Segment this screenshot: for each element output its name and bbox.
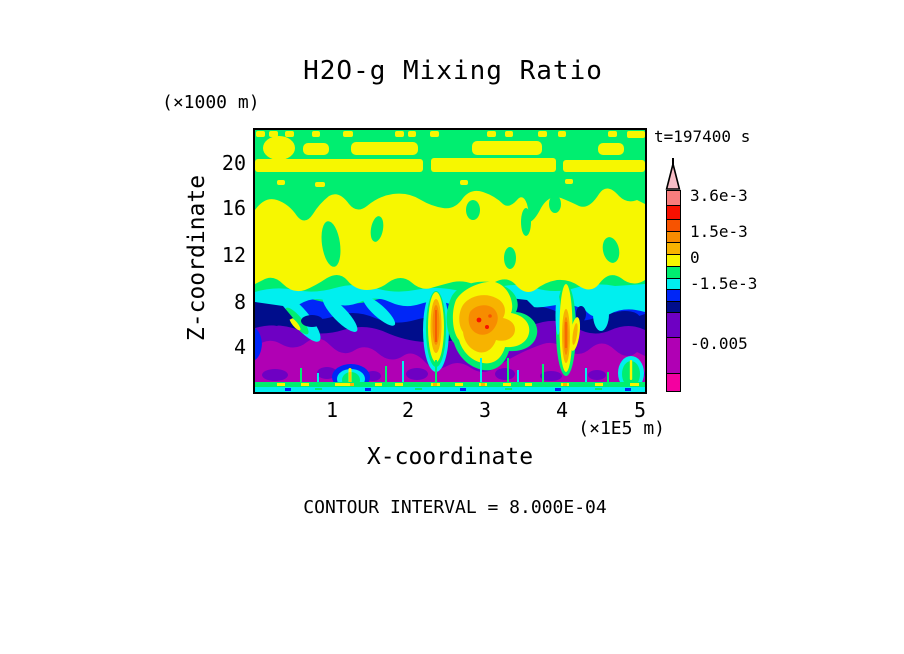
z-tick-20: 20 bbox=[221, 151, 246, 175]
colorbar-segment-cyan bbox=[666, 278, 681, 289]
colorbar-segment-magenta bbox=[666, 373, 681, 392]
x-axis-unit: (×1E5 m) bbox=[578, 418, 665, 439]
plot-area bbox=[253, 128, 647, 394]
upper-anvil-region bbox=[255, 131, 645, 292]
colorbar-segment-gold bbox=[666, 242, 681, 254]
colorbar-label-1: 3.6e-3 bbox=[690, 186, 748, 205]
surface-layer bbox=[255, 356, 645, 392]
colorbar-segment-blue bbox=[666, 289, 681, 301]
z-axis-title: Z-coordinate bbox=[184, 174, 210, 342]
x-tick-3: 3 bbox=[478, 398, 492, 422]
colorbar-segment-salmon bbox=[666, 190, 681, 205]
colorbar-segment-navy bbox=[666, 301, 681, 312]
colorbar-segment-orangered bbox=[666, 219, 681, 231]
contour-field bbox=[255, 130, 645, 392]
colorbar-label-5: -0.005 bbox=[690, 334, 748, 353]
colorbar-segment-violet bbox=[666, 312, 681, 337]
x-tick-4: 4 bbox=[555, 398, 569, 422]
colorbar-label-2: 1.5e-3 bbox=[690, 222, 748, 241]
page-title: H2O-g Mixing Ratio bbox=[303, 56, 603, 86]
z-tick-16: 16 bbox=[221, 196, 246, 220]
x-tick-1: 1 bbox=[325, 398, 339, 422]
x-tick-5: 5 bbox=[633, 398, 647, 422]
time-annotation: t=197400 s bbox=[654, 127, 751, 146]
contour-interval-note: CONTOUR INTERVAL = 8.000E-04 bbox=[303, 497, 607, 518]
colorbar-label-4: -1.5e-3 bbox=[690, 274, 758, 293]
colorbar bbox=[666, 190, 681, 392]
colorbar-segment-orange bbox=[666, 231, 681, 242]
colorbar-segment-red bbox=[666, 205, 681, 219]
z-tick-12: 12 bbox=[221, 243, 246, 267]
x-axis-title: X-coordinate bbox=[366, 444, 534, 470]
colorbar-segment-green bbox=[666, 266, 681, 278]
x-tick-2: 2 bbox=[401, 398, 415, 422]
colorbar-label-3: 0 bbox=[690, 248, 700, 267]
colorbar-arrow-tip bbox=[665, 157, 681, 194]
z-tick-4: 4 bbox=[233, 335, 246, 359]
z-tick-8: 8 bbox=[233, 290, 246, 314]
colorbar-segment-yellow bbox=[666, 254, 681, 266]
colorbar-segment-purple bbox=[666, 337, 681, 373]
z-axis-unit: (×1000 m) bbox=[162, 92, 260, 113]
convective-plumes bbox=[423, 281, 581, 376]
